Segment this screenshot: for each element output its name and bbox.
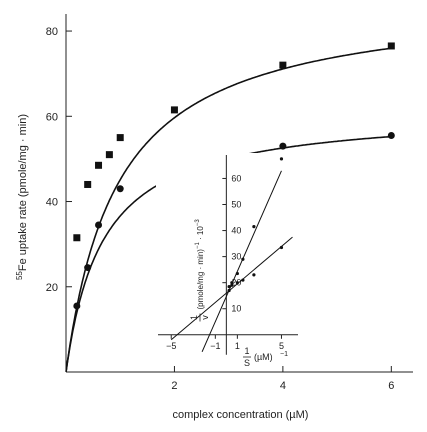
inset-y-axis-label: 1 v (pmole/mg · min)−1 · 10−3 [189,219,210,322]
inset-series-1-fit-line [201,170,282,353]
inset-series-1-point [279,157,284,161]
series-1-square-point [84,180,92,188]
inset-series-2-fit-line [170,236,293,341]
inset-series-2-point [279,245,284,250]
x-axis-label: complex concentration (µM) [173,409,309,421]
inset-series-1-point [241,257,245,261]
y-tick-label: 20 [46,282,58,294]
x-tick-label: 6 [388,380,394,392]
series-2-circle-point [84,264,92,272]
inset-series-1-point [235,271,239,276]
inset-x-tick-label: 1 [235,341,240,351]
series-2-circle-point [95,221,103,229]
inset-y-tick-label: 60 [231,173,241,183]
inset-series-2-point [227,284,231,289]
inset-y-label-scale: · 10 [196,226,205,243]
inset-series-2-point [252,273,256,277]
inset-y-label-unit-text: (pmole/mg · min) [196,249,205,310]
series-2-circle-point [387,131,395,139]
inset-x-tick-label: −1 [210,341,220,351]
inset-y-label-unit: (pmole/mg · min)−1 · 10−3 [195,219,205,310]
inset-series-1-point [252,225,256,229]
inset-y-label-denominator: v [200,315,210,320]
series-1-square-point [73,234,81,242]
x-tick-label: 4 [280,380,286,392]
series-2-circle-point [279,142,287,150]
series-1-square-point [95,161,103,169]
inset-y-tick-label: 40 [231,226,241,236]
inset-series-2-point [235,281,239,285]
inset-x-label-numerator: 1 [244,346,249,356]
inset-series-2-point [241,278,245,282]
inset-x-label-exponent: −1 [280,351,288,358]
series-1-square-point [105,151,113,159]
series-1-square-point [279,61,287,69]
series-1-fit-curve [65,47,392,372]
inset-y-tick-label: 30 [231,252,241,262]
inset-x-label-denominator: S [244,358,250,368]
series-2-circle-point [116,185,124,193]
y-axis-label-text: Fe uptake rate (pmole/mg · min) [17,114,29,271]
y-tick-label: 60 [46,111,58,123]
inset-x-tick-label: 5 [279,341,284,351]
inset-y-label-exponent: −1 [195,242,201,250]
inset-background [156,153,300,362]
inset-x-label-unit: (µM) [254,352,273,362]
inset-x-tick-label: −5 [166,341,176,351]
inset-series-1-point [230,283,234,287]
x-tick-label: 2 [171,380,177,392]
y-axis-label: 55Fe uptake rate (pmole/mg · min) [15,114,29,280]
inset-y-label-numerator: 1 [189,315,199,320]
inset-series-2-point [230,281,234,285]
y-tick-label: 40 [46,197,58,209]
series-1-square-point [387,42,395,50]
y-tick-label: 80 [46,26,58,38]
inset-y-label-scale-exponent: −3 [195,219,201,227]
series-1-square-point [116,134,124,142]
inset-lineweaver-burk-plot: −5−1151020304050601S(µM)−11v(pmole/mg · … [156,153,300,368]
series-1-square-point [170,106,178,114]
y-axis-label-isotope: 55 [15,271,24,280]
inset-y-tick-label: 10 [231,304,241,314]
inset-y-tick-label: 50 [231,200,241,210]
series-2-circle-point [73,302,81,310]
